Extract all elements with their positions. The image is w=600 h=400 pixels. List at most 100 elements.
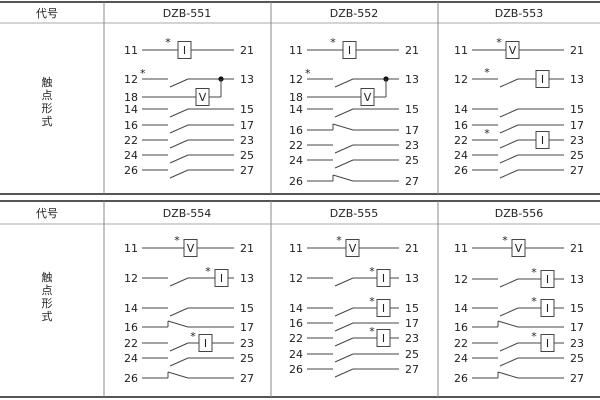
circuit-12-13: 12 13 * [124, 67, 254, 88]
contact-arm-open [499, 154, 519, 164]
circuit-16-17: 16 17 [124, 320, 254, 334]
polarity-mark: * [531, 266, 537, 279]
contact-arm-open [334, 353, 354, 363]
circuit-18: 18 V [289, 79, 387, 106]
circuit-24-25: 24 25 [124, 352, 254, 367]
circuit-11-21: 11 21 V * [454, 234, 584, 257]
voltage-coil-label: V [349, 242, 357, 255]
contact-arm-open [169, 307, 189, 317]
terminal-label: 17 [570, 321, 584, 334]
circuit-14-15: 14 15 [124, 103, 254, 118]
voltage-coil-label: V [509, 44, 517, 57]
contact-arm-open [334, 108, 354, 118]
contact-arm-open [499, 278, 519, 288]
current-coil-label: I [204, 337, 207, 350]
terminal-label: 26 [454, 164, 468, 177]
terminal-label: 14 [454, 103, 468, 116]
terminal-label: 12 [289, 73, 303, 86]
terminal-label: 12 [124, 272, 138, 285]
contact-arm-open [334, 322, 354, 332]
contact-arm-open [499, 124, 519, 134]
terminal-label: 22 [289, 332, 303, 345]
contact-arm-open [169, 78, 189, 88]
terminal-label: 21 [240, 242, 254, 255]
circuit-11-21: 11 21 I * [124, 36, 254, 59]
terminal-label: 25 [405, 348, 419, 361]
circuit-22-23: 22 23 [124, 134, 254, 149]
circuit-12-13: 12 13 I * [454, 266, 584, 288]
circuit-12-13: 12 13 I * [124, 265, 254, 287]
contact-arm-closed [167, 320, 189, 328]
circuit-22-23: 22 23 I * [454, 127, 584, 149]
terminal-label: 25 [240, 149, 254, 162]
contact-arm-open [169, 342, 189, 352]
terminal-label: 12 [289, 272, 303, 285]
current-coil-label: I [382, 332, 385, 345]
polarity-mark: * [496, 36, 502, 49]
terminal-label: 16 [454, 119, 468, 132]
model-code: DZB-554 [163, 207, 212, 220]
terminal-label: 15 [240, 302, 254, 315]
side-label-char: 式 [42, 310, 53, 323]
model-code: DZB-556 [495, 207, 544, 220]
terminal-label: 18 [289, 91, 303, 104]
model-code: DZB-555 [330, 207, 379, 220]
circuit-26-27: 26 27 [454, 371, 584, 385]
circuit-26-27: 26 27 [454, 164, 584, 179]
contact-arm-open [499, 139, 519, 149]
contact-arm-closed [497, 320, 519, 328]
polarity-mark: * [336, 234, 342, 247]
terminal-label: 24 [289, 154, 303, 167]
terminal-label: 16 [289, 317, 303, 330]
circuit-14-15: 14 15 I * [289, 295, 419, 317]
contact-arm-open [334, 277, 354, 287]
contact-arm-open [499, 108, 519, 118]
terminal-label: 11 [124, 242, 138, 255]
terminal-label: 14 [289, 302, 303, 315]
circuit-26-27: 26 27 [289, 174, 419, 188]
side-label-char: 点 [42, 89, 53, 102]
current-coil-label: I [546, 273, 549, 286]
terminal-label: 22 [454, 337, 468, 350]
contact-arm-open [334, 337, 354, 347]
table-1-frame [0, 1, 600, 195]
terminal-label: 21 [405, 242, 419, 255]
circuit-22-23: 22 23 [289, 139, 419, 154]
model-code: DZB-552 [330, 7, 379, 20]
circuit-26-27: 26 27 [289, 363, 419, 378]
current-coil-label: I [546, 302, 549, 315]
voltage-coil-label: V [515, 242, 523, 255]
terminal-label: 16 [124, 119, 138, 132]
circuit-22-23: 22 23 I * [289, 325, 419, 347]
circuit-11-21: 11 21 V * [454, 36, 584, 59]
circuit-12-13: 12 13 I * [289, 265, 419, 287]
voltage-coil-label: V [199, 91, 207, 104]
circuit-24-25: 24 25 [454, 352, 584, 367]
contact-arm-open [169, 357, 189, 367]
side-label-char: 形 [42, 297, 53, 310]
current-coil-label: I [382, 302, 385, 315]
contact-arm-closed [332, 174, 354, 182]
terminal-label: 13 [240, 73, 254, 86]
terminal-label: 27 [405, 363, 419, 376]
terminal-label: 14 [124, 103, 138, 116]
terminal-label: 21 [570, 44, 584, 57]
circuit-12-13: 12 13 * [289, 67, 419, 88]
circuit-12-13: 12 13 I * [454, 66, 584, 88]
terminal-label: 23 [240, 134, 254, 147]
terminal-label: 18 [124, 91, 138, 104]
current-coil-label: I [382, 272, 385, 285]
terminal-label: 26 [289, 363, 303, 376]
polarity-mark: * [205, 265, 211, 278]
contact-arm-closed [332, 123, 354, 131]
terminal-label: 11 [289, 44, 303, 57]
terminal-label: 16 [124, 321, 138, 334]
terminal-label: 14 [124, 302, 138, 315]
contact-arm-open [499, 78, 519, 88]
circuit-24-25: 24 25 [124, 149, 254, 164]
terminal-label: 24 [454, 352, 468, 365]
